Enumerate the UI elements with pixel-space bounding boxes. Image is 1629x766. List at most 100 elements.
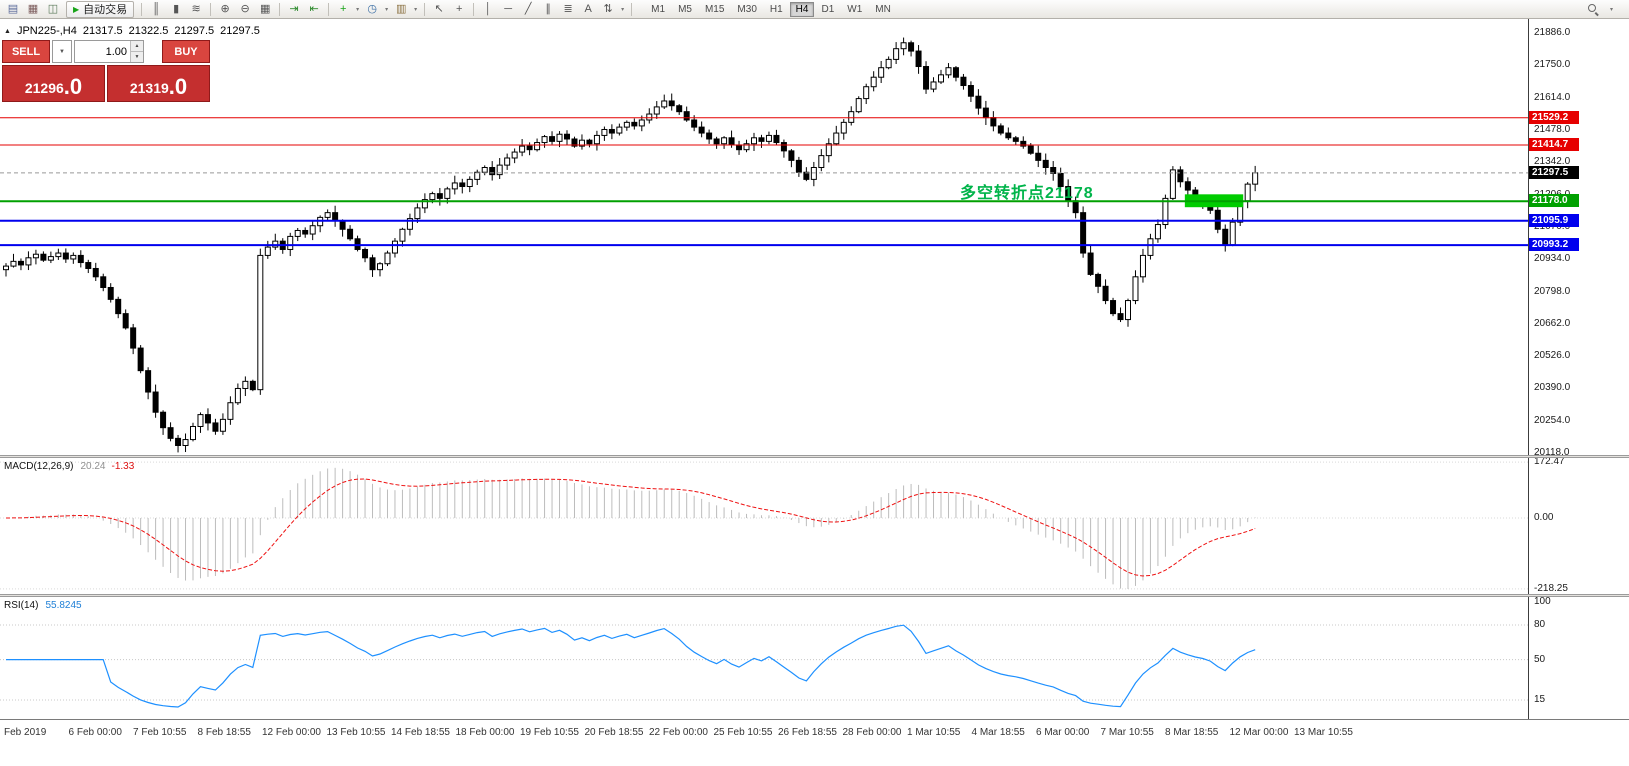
- rsi-label: RSI(14): [4, 600, 39, 611]
- time-label: 12 Mar 00:00: [1229, 727, 1289, 738]
- templates-icon[interactable]: ▥: [395, 2, 407, 15]
- time-label: 28 Feb 00:00: [842, 727, 902, 738]
- chart-shift-icon[interactable]: ⇤: [309, 2, 319, 15]
- sell-price[interactable]: 21296 .0: [2, 65, 105, 102]
- timeframe-bar: M1 M5 M15 M30 H1 H4 D1 W1 MN: [645, 1, 897, 17]
- sell-button[interactable]: SELL: [2, 40, 50, 63]
- toolbar-separator: [328, 2, 330, 16]
- toolbar-separator: [141, 2, 143, 16]
- periods-icon[interactable]: ◷: [367, 2, 377, 15]
- time-label: 25 Feb 10:55: [713, 727, 773, 738]
- time-label: 19 Feb 10:55: [520, 727, 579, 738]
- dropdown-arrow-icon[interactable]: ▾: [356, 6, 360, 13]
- timeframe-mn[interactable]: MN: [875, 3, 891, 15]
- ohlc-high: 21322.5: [128, 25, 169, 37]
- autotrading-label: 自动交易: [83, 4, 128, 16]
- timeframe-m15[interactable]: M15: [704, 3, 725, 15]
- timeframe-h1[interactable]: H1: [769, 3, 783, 15]
- chart-window-icon[interactable]: ▦: [27, 2, 39, 15]
- time-label: 20 Feb 18:55: [584, 727, 644, 738]
- sell-price-main: 21296: [24, 80, 64, 96]
- volume-down-icon[interactable]: ▼: [131, 51, 143, 62]
- buy-price[interactable]: 21319 .0: [107, 65, 210, 102]
- horizontal-line-icon[interactable]: ─: [504, 2, 513, 15]
- cursor-icon[interactable]: ↖: [434, 2, 444, 15]
- channel-icon[interactable]: ∥: [545, 2, 551, 15]
- time-label: 12 Feb 00:00: [262, 727, 321, 738]
- rsi-chart[interactable]: [0, 597, 1528, 719]
- autotrading-button[interactable]: ▶ 自动交易: [66, 0, 135, 18]
- volume-dropdown-icon[interactable]: ▼: [52, 40, 72, 63]
- sell-price-big: .0: [63, 74, 83, 99]
- timeframe-m1[interactable]: M1: [651, 3, 666, 15]
- axis-label: 20254.0: [1534, 414, 1571, 426]
- price-line-label: 20993.2: [1529, 238, 1579, 252]
- time-label: 8 Mar 18:55: [1165, 727, 1219, 738]
- chart-annotation-text[interactable]: 多空转折点21178: [960, 185, 1094, 202]
- dropdown-arrow-icon[interactable]: ▾: [385, 6, 389, 13]
- auto-scroll-icon[interactable]: ⇥: [289, 2, 299, 15]
- tile-windows-icon[interactable]: ▦: [259, 2, 271, 15]
- one-click-collapse-icon[interactable]: ▲: [4, 27, 11, 35]
- rsi-value: 55.8245: [45, 600, 82, 611]
- buy-price-main: 21319: [129, 80, 169, 96]
- axis-label: 100: [1534, 597, 1551, 607]
- price-line-label: 21178.0: [1529, 194, 1579, 208]
- panel-separator[interactable]: [0, 594, 1629, 597]
- ohlc-close: 21297.5: [220, 25, 260, 37]
- time-label: 6 Feb 00:00: [68, 727, 122, 738]
- price-line-label: 21529.2: [1529, 110, 1579, 124]
- zoom-out-icon[interactable]: ⊖: [240, 2, 250, 15]
- timeframe-d1[interactable]: D1: [821, 3, 835, 15]
- macd-chart[interactable]: [0, 458, 1528, 594]
- rsi-axis: 100 80 50 15: [1528, 597, 1629, 719]
- rsi-panel[interactable]: 100 80 50 15 RSI(14) 55.8245: [0, 597, 1629, 719]
- new-order-icon[interactable]: ▤: [7, 2, 19, 15]
- one-click-trading-panel: SELL ▼ ▲ ▼ BUY 21296 .0 21319: [2, 40, 210, 102]
- toolbar-more-icon[interactable]: ▾: [1609, 6, 1613, 13]
- dropdown-arrow-icon[interactable]: ▾: [414, 6, 418, 13]
- zoom-in-icon[interactable]: ⊕: [220, 2, 230, 15]
- axis-label: 20798.0: [1534, 285, 1571, 297]
- fibonacci-icon[interactable]: ≣: [563, 2, 573, 15]
- vertical-line-icon[interactable]: │: [484, 2, 492, 15]
- axis-label: 172.47: [1534, 458, 1565, 468]
- time-label: 7 Feb 10:55: [133, 727, 187, 738]
- line-chart-icon[interactable]: ≋: [191, 2, 201, 15]
- time-label: 13 Feb 10:55: [326, 727, 386, 738]
- timeframe-w1[interactable]: W1: [847, 3, 863, 15]
- candlestick-chart[interactable]: [0, 19, 1528, 455]
- arrows-icon[interactable]: ⇅: [603, 2, 613, 15]
- axis-label: 15: [1534, 693, 1546, 705]
- volume-input[interactable]: [75, 41, 130, 62]
- candlestick-icon[interactable]: ▮: [173, 2, 180, 15]
- price-chart-panel[interactable]: 21886.0 21750.0 21614.0 21478.0 21342.0 21206…: [0, 19, 1629, 455]
- buy-price-big: .0: [168, 74, 188, 99]
- trendline-icon[interactable]: ╱: [524, 2, 532, 15]
- ohlc-bars-icon[interactable]: ║: [152, 2, 161, 15]
- volume-up-icon[interactable]: ▲: [131, 41, 143, 51]
- time-label: 7 Mar 10:55: [1100, 727, 1154, 738]
- timeframe-h4[interactable]: H4: [789, 1, 815, 17]
- toolbar: ▤ ▦ ◫ ▶ 自动交易 ║ ▮ ≋ ⊕ ⊖ ▦ ⇥ ⇤ + ▾ ◷ ▾ ▥ ▾ ↖ + │ ─ ╱ ∥ ≣ A ⇅ ▾ M1 M5 M15 M…: [0, 0, 1629, 19]
- symbol-ohlc-header: ▲ JPN225-,H4 21317.5 21322.5 21297.5 212…: [4, 25, 260, 37]
- toolbar-separator: [473, 2, 475, 16]
- timeframe-m30[interactable]: M30: [737, 3, 757, 15]
- toolbar-separator: [279, 2, 281, 16]
- axis-label: 21614.0: [1534, 91, 1571, 103]
- market-watch-icon[interactable]: ◫: [47, 2, 59, 15]
- quick-search-icon[interactable]: [1586, 2, 1600, 16]
- dropdown-arrow-icon[interactable]: ▾: [621, 6, 625, 13]
- panel-separator[interactable]: [0, 455, 1629, 458]
- text-label-icon[interactable]: A: [584, 2, 592, 15]
- time-axis[interactable]: Feb 2019 6 Feb 00:00 7 Feb 10:55 8 Feb 18:5…: [0, 719, 1629, 766]
- axis-label: 20526.0: [1534, 350, 1571, 362]
- crosshair-icon[interactable]: +: [455, 2, 463, 15]
- axis-label: 20662.0: [1534, 317, 1571, 329]
- macd-panel[interactable]: 172.47 0.00 -218.25 MACD(12,26,9) 20.24 -1.3…: [0, 458, 1629, 594]
- macd-header: MACD(12,26,9) 20.24 -1.33: [4, 461, 134, 472]
- indicators-icon[interactable]: +: [339, 2, 347, 15]
- timeframe-m5[interactable]: M5: [678, 3, 692, 15]
- buy-button[interactable]: BUY: [162, 40, 210, 63]
